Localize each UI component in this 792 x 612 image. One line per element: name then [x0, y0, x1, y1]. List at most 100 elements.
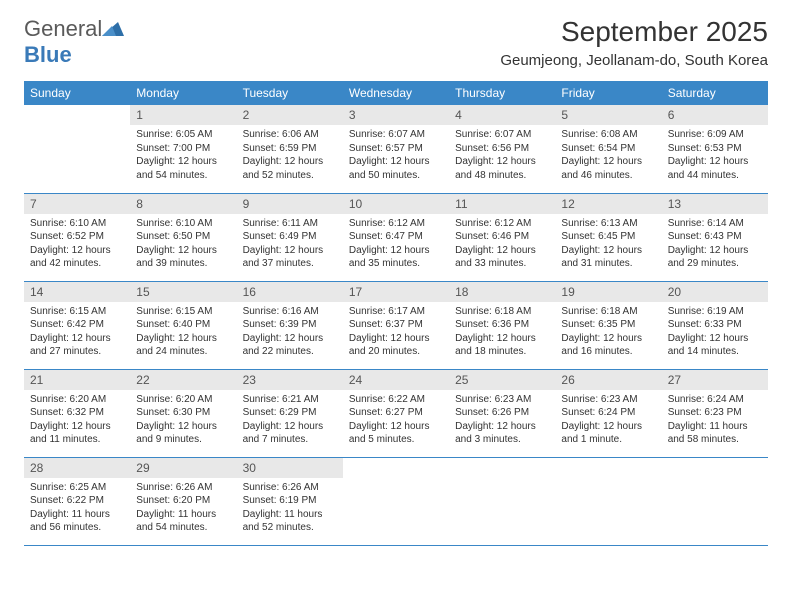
sunrise-text: Sunrise: 6:15 AM: [136, 305, 230, 319]
day-details: Sunrise: 6:05 AMSunset: 7:00 PMDaylight:…: [130, 125, 236, 188]
day-number: 24: [343, 370, 449, 390]
sunset-text: Sunset: 6:24 PM: [561, 406, 655, 420]
sunset-text: Sunset: 6:57 PM: [349, 142, 443, 156]
sunrise-text: Sunrise: 6:18 AM: [455, 305, 549, 319]
daylight-text: Daylight: 12 hours and 35 minutes.: [349, 244, 443, 271]
calendar-day-cell: 12Sunrise: 6:13 AMSunset: 6:45 PMDayligh…: [555, 193, 661, 281]
daylight-text: Daylight: 11 hours and 54 minutes.: [136, 508, 230, 535]
calendar-body: 1Sunrise: 6:05 AMSunset: 7:00 PMDaylight…: [24, 105, 768, 545]
calendar-day-cell: 19Sunrise: 6:18 AMSunset: 6:35 PMDayligh…: [555, 281, 661, 369]
sunrise-text: Sunrise: 6:07 AM: [455, 128, 549, 142]
calendar-day-cell: 17Sunrise: 6:17 AMSunset: 6:37 PMDayligh…: [343, 281, 449, 369]
sunset-text: Sunset: 6:42 PM: [30, 318, 124, 332]
daylight-text: Daylight: 12 hours and 46 minutes.: [561, 155, 655, 182]
day-number: 30: [237, 458, 343, 478]
sunset-text: Sunset: 6:43 PM: [668, 230, 762, 244]
calendar-day-cell: 16Sunrise: 6:16 AMSunset: 6:39 PMDayligh…: [237, 281, 343, 369]
sunrise-text: Sunrise: 6:19 AM: [668, 305, 762, 319]
calendar-day-cell: 3Sunrise: 6:07 AMSunset: 6:57 PMDaylight…: [343, 105, 449, 193]
day-details: Sunrise: 6:07 AMSunset: 6:57 PMDaylight:…: [343, 125, 449, 188]
sunrise-text: Sunrise: 6:09 AM: [668, 128, 762, 142]
day-number: 1: [130, 105, 236, 125]
sunset-text: Sunset: 6:39 PM: [243, 318, 337, 332]
daylight-text: Daylight: 12 hours and 52 minutes.: [243, 155, 337, 182]
day-number: 13: [662, 194, 768, 214]
page-header: General Blue September 2025 Geumjeong, J…: [24, 16, 768, 69]
calendar-day-cell: [449, 457, 555, 545]
sunset-text: Sunset: 6:47 PM: [349, 230, 443, 244]
daylight-text: Daylight: 12 hours and 48 minutes.: [455, 155, 549, 182]
calendar-day-cell: 29Sunrise: 6:26 AMSunset: 6:20 PMDayligh…: [130, 457, 236, 545]
day-details: Sunrise: 6:17 AMSunset: 6:37 PMDaylight:…: [343, 302, 449, 365]
day-details: Sunrise: 6:19 AMSunset: 6:33 PMDaylight:…: [662, 302, 768, 365]
calendar-table: Sunday Monday Tuesday Wednesday Thursday…: [24, 81, 768, 546]
day-details: Sunrise: 6:14 AMSunset: 6:43 PMDaylight:…: [662, 214, 768, 277]
calendar-day-cell: 7Sunrise: 6:10 AMSunset: 6:52 PMDaylight…: [24, 193, 130, 281]
sunset-text: Sunset: 6:19 PM: [243, 494, 337, 508]
sunrise-text: Sunrise: 6:25 AM: [30, 481, 124, 495]
sunrise-text: Sunrise: 6:21 AM: [243, 393, 337, 407]
day-details: Sunrise: 6:20 AMSunset: 6:32 PMDaylight:…: [24, 390, 130, 453]
sunset-text: Sunset: 6:32 PM: [30, 406, 124, 420]
sunset-text: Sunset: 6:22 PM: [30, 494, 124, 508]
sunrise-text: Sunrise: 6:13 AM: [561, 217, 655, 231]
sunrise-text: Sunrise: 6:18 AM: [561, 305, 655, 319]
sunset-text: Sunset: 6:33 PM: [668, 318, 762, 332]
day-details: Sunrise: 6:08 AMSunset: 6:54 PMDaylight:…: [555, 125, 661, 188]
daylight-text: Daylight: 12 hours and 16 minutes.: [561, 332, 655, 359]
sunrise-text: Sunrise: 6:20 AM: [136, 393, 230, 407]
day-details: Sunrise: 6:16 AMSunset: 6:39 PMDaylight:…: [237, 302, 343, 365]
day-details: Sunrise: 6:24 AMSunset: 6:23 PMDaylight:…: [662, 390, 768, 453]
sunset-text: Sunset: 7:00 PM: [136, 142, 230, 156]
calendar-day-cell: 25Sunrise: 6:23 AMSunset: 6:26 PMDayligh…: [449, 369, 555, 457]
location-text: Geumjeong, Jeollanam-do, South Korea: [500, 52, 768, 69]
daylight-text: Daylight: 12 hours and 29 minutes.: [668, 244, 762, 271]
day-details: Sunrise: 6:09 AMSunset: 6:53 PMDaylight:…: [662, 125, 768, 188]
day-number: 11: [449, 194, 555, 214]
sunrise-text: Sunrise: 6:10 AM: [30, 217, 124, 231]
day-details: Sunrise: 6:07 AMSunset: 6:56 PMDaylight:…: [449, 125, 555, 188]
weekday-header: Monday: [130, 81, 236, 105]
day-details: Sunrise: 6:11 AMSunset: 6:49 PMDaylight:…: [237, 214, 343, 277]
sunrise-text: Sunrise: 6:14 AM: [668, 217, 762, 231]
calendar-day-cell: 27Sunrise: 6:24 AMSunset: 6:23 PMDayligh…: [662, 369, 768, 457]
calendar-day-cell: 24Sunrise: 6:22 AMSunset: 6:27 PMDayligh…: [343, 369, 449, 457]
calendar-day-cell: 4Sunrise: 6:07 AMSunset: 6:56 PMDaylight…: [449, 105, 555, 193]
day-number: 5: [555, 105, 661, 125]
daylight-text: Daylight: 12 hours and 5 minutes.: [349, 420, 443, 447]
calendar-day-cell: 5Sunrise: 6:08 AMSunset: 6:54 PMDaylight…: [555, 105, 661, 193]
day-details: Sunrise: 6:26 AMSunset: 6:20 PMDaylight:…: [130, 478, 236, 541]
calendar-day-cell: 6Sunrise: 6:09 AMSunset: 6:53 PMDaylight…: [662, 105, 768, 193]
day-details: Sunrise: 6:25 AMSunset: 6:22 PMDaylight:…: [24, 478, 130, 541]
day-details: Sunrise: 6:10 AMSunset: 6:50 PMDaylight:…: [130, 214, 236, 277]
calendar-day-cell: 30Sunrise: 6:26 AMSunset: 6:19 PMDayligh…: [237, 457, 343, 545]
day-number: 19: [555, 282, 661, 302]
sunrise-text: Sunrise: 6:12 AM: [349, 217, 443, 231]
logo: General Blue: [24, 16, 124, 68]
day-details: Sunrise: 6:12 AMSunset: 6:46 PMDaylight:…: [449, 214, 555, 277]
day-details: Sunrise: 6:22 AMSunset: 6:27 PMDaylight:…: [343, 390, 449, 453]
daylight-text: Daylight: 12 hours and 20 minutes.: [349, 332, 443, 359]
day-number: 14: [24, 282, 130, 302]
logo-word-2: Blue: [24, 42, 72, 67]
sunrise-text: Sunrise: 6:23 AM: [561, 393, 655, 407]
sunrise-text: Sunrise: 6:20 AM: [30, 393, 124, 407]
calendar-day-cell: [343, 457, 449, 545]
day-number: 20: [662, 282, 768, 302]
sunset-text: Sunset: 6:30 PM: [136, 406, 230, 420]
sunset-text: Sunset: 6:52 PM: [30, 230, 124, 244]
daylight-text: Daylight: 12 hours and 3 minutes.: [455, 420, 549, 447]
sunset-text: Sunset: 6:54 PM: [561, 142, 655, 156]
day-number: 21: [24, 370, 130, 390]
calendar-week-row: 28Sunrise: 6:25 AMSunset: 6:22 PMDayligh…: [24, 457, 768, 545]
day-number: 29: [130, 458, 236, 478]
daylight-text: Daylight: 12 hours and 31 minutes.: [561, 244, 655, 271]
day-details: Sunrise: 6:18 AMSunset: 6:35 PMDaylight:…: [555, 302, 661, 365]
day-details: Sunrise: 6:18 AMSunset: 6:36 PMDaylight:…: [449, 302, 555, 365]
day-number: 17: [343, 282, 449, 302]
day-details: Sunrise: 6:15 AMSunset: 6:42 PMDaylight:…: [24, 302, 130, 365]
day-number: 22: [130, 370, 236, 390]
sunset-text: Sunset: 6:40 PM: [136, 318, 230, 332]
day-number: 25: [449, 370, 555, 390]
sunrise-text: Sunrise: 6:08 AM: [561, 128, 655, 142]
